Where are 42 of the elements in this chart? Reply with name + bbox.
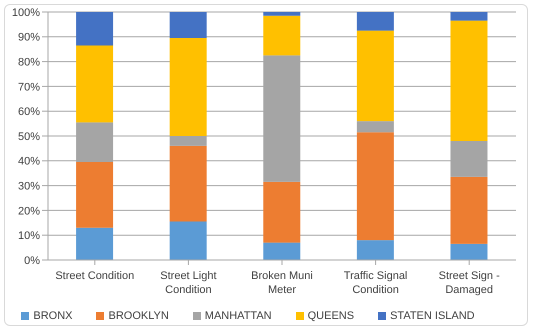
bar (450, 20, 488, 141)
bar (356, 30, 394, 122)
x-tick-label: Street Sign - Damaged (438, 270, 500, 296)
y-tick-label: 0% (24, 254, 40, 267)
x-tick-label: Broken Muni Meter (251, 270, 313, 296)
bar (76, 228, 114, 260)
legend-label: STATEN ISLAND (390, 310, 475, 322)
bar (356, 121, 394, 132)
bar (76, 45, 114, 122)
bar (170, 222, 207, 260)
bar (76, 12, 114, 46)
y-tick-label: 70% (18, 81, 40, 94)
legend-label: BROOKLYN (108, 310, 169, 322)
bar (263, 182, 300, 243)
bar (450, 176, 488, 244)
x-tick-label: Traffic Signal Condition (344, 270, 408, 296)
y-tick-label: 80% (18, 56, 40, 69)
y-tick-label: 10% (18, 230, 40, 242)
bar (356, 12, 394, 31)
bar (263, 242, 300, 260)
bar (263, 12, 300, 16)
y-tick-label: 100% (12, 6, 40, 19)
bar (263, 16, 300, 56)
x-tick-label: Street Light Condition (160, 270, 217, 296)
bar (450, 12, 488, 21)
y-tick-label: 40% (18, 156, 40, 168)
y-tick-label: 20% (18, 205, 40, 218)
y-tick-label: 50% (18, 130, 40, 143)
x-tick-label: Street Condition (55, 270, 134, 282)
legend-label: QUEENS (308, 310, 354, 322)
legend-label: BRONX (33, 310, 72, 322)
y-tick-label: 60% (18, 106, 40, 118)
bar (170, 38, 207, 136)
bar (76, 162, 114, 228)
bar (450, 244, 488, 260)
bar (356, 240, 394, 260)
y-tick-label: 90% (18, 32, 40, 44)
bar (170, 12, 207, 38)
bar (170, 146, 207, 222)
bar (356, 132, 394, 240)
legend-label: MANHATTAN (204, 310, 272, 322)
y-tick-label: 30% (18, 180, 40, 193)
